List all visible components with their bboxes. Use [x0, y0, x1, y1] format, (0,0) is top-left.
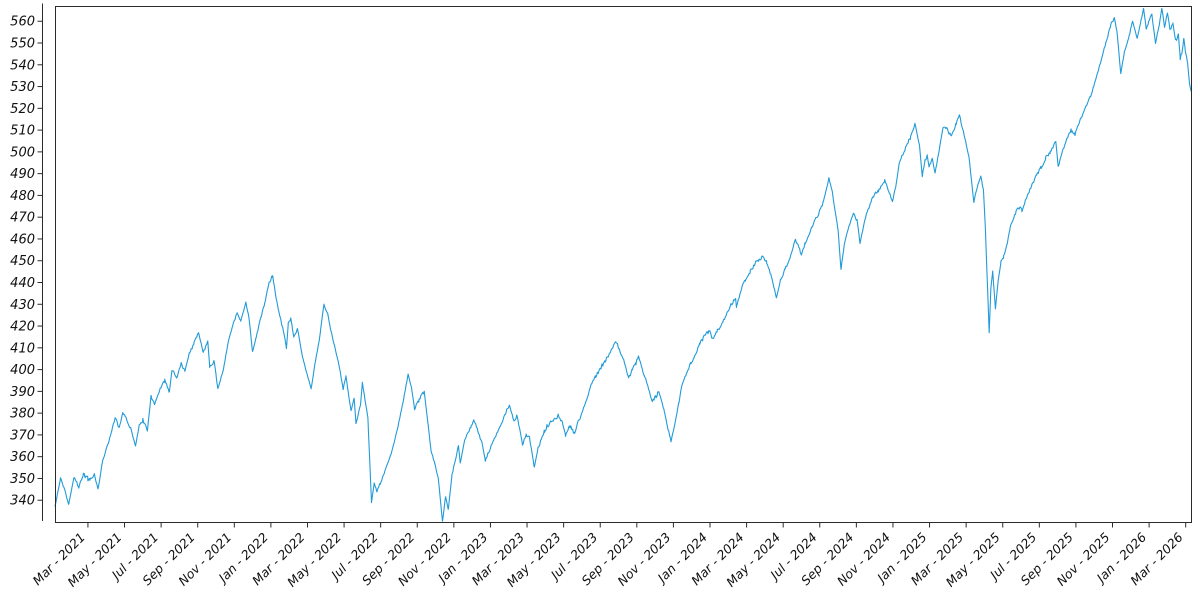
y-axis-tick-label: 560 [10, 15, 35, 30]
y-axis-tick-label: 480 [10, 189, 35, 204]
y-axis-tick-label: 530 [10, 80, 35, 95]
y-axis-tick-label: 550 [10, 37, 35, 52]
y-axis-tick-label: 510 [10, 124, 35, 139]
y-axis-tick-label: 500 [10, 145, 35, 160]
y-axis-tick-label: 520 [10, 102, 35, 117]
y-axis-tick-label: 390 [10, 385, 35, 400]
y-axis-tick-label: 410 [10, 341, 35, 356]
y-axis-tick-label: 350 [10, 472, 35, 487]
y-axis-tick-label: 540 [10, 58, 35, 73]
y-axis-tick-label: 430 [10, 298, 35, 313]
y-axis-tick-label: 440 [10, 276, 35, 291]
y-axis-tick-label: 450 [10, 254, 35, 269]
y-axis-tick-label: 340 [10, 494, 35, 509]
price-line [54, 8, 1192, 522]
y-axis-tick-label: 460 [10, 232, 35, 247]
y-axis-tick-label: 380 [10, 407, 35, 422]
y-axis-tick-label: 370 [10, 428, 35, 443]
y-axis-tick-label: 420 [10, 320, 35, 335]
y-axis-tick-label: 470 [10, 211, 35, 226]
plot-border [55, 6, 1192, 523]
y-axis-tick-label: 360 [10, 450, 35, 465]
y-axis-tick-label: 490 [10, 167, 35, 182]
y-axis-tick-label: 400 [10, 363, 35, 378]
